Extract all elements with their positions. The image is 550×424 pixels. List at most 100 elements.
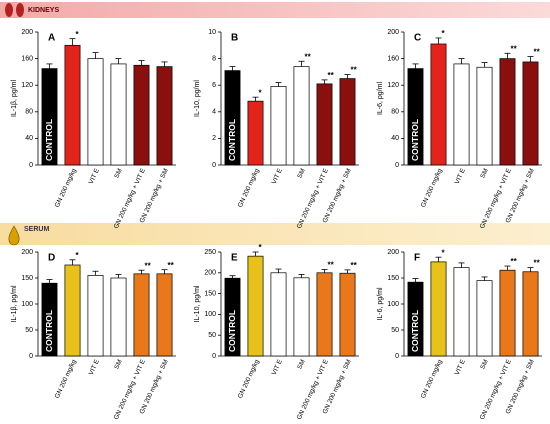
bar [64, 264, 81, 357]
panel-label: B [231, 33, 238, 44]
x-tick-label: SM [479, 168, 489, 180]
x-tick-label: VIT E [88, 358, 101, 376]
bar [87, 58, 104, 166]
y-tick-label: 6 [212, 82, 216, 89]
y-tick-label: 150 [21, 275, 33, 282]
y-tick-label: 0 [395, 353, 399, 360]
significance: ** [351, 66, 358, 75]
bar [110, 277, 127, 357]
significance: ** [168, 261, 175, 270]
y-tick-label: 0 [212, 162, 216, 169]
x-tick-label: GN 200 mg/kg [54, 358, 78, 399]
y-tick-label: 80 [391, 109, 399, 116]
y-tick-label: 200 [387, 29, 399, 36]
significance: * [259, 243, 263, 252]
x-tick-label: VIT E [271, 167, 284, 185]
bar [453, 63, 470, 166]
y-tick-label: 200 [21, 29, 33, 36]
y-tick-label: 100 [21, 301, 33, 308]
significance: ** [511, 257, 518, 266]
bar [270, 272, 287, 357]
bar [430, 43, 447, 166]
bar [133, 64, 150, 166]
control-label: CONTROL [44, 119, 54, 161]
y-tick-label: 200 [387, 249, 399, 256]
bar [476, 280, 493, 357]
y-tick-label: 2 [212, 135, 216, 142]
drop-icon [8, 225, 20, 246]
significance: * [259, 88, 263, 97]
significance: * [442, 29, 446, 38]
bar [293, 66, 310, 166]
control-label: CONTROL [410, 119, 420, 161]
y-tick-label: 80 [25, 109, 33, 116]
x-tick-label: GN 200 mg/kg [237, 167, 261, 208]
bar [453, 267, 470, 357]
bar [316, 272, 333, 357]
y-tick-label: 10 [208, 29, 216, 36]
x-tick-label: SM [113, 359, 123, 371]
bar [87, 275, 104, 357]
bar [339, 272, 356, 357]
y-tick-label: 40 [25, 135, 33, 142]
section-title: KIDNEYS [28, 7, 59, 14]
kidney-icon [5, 3, 13, 17]
bar [64, 44, 81, 166]
y-tick-label: 0 [212, 353, 216, 360]
bar [247, 255, 264, 357]
y-tick-label: 150 [204, 290, 216, 297]
y-tick-label: 150 [387, 275, 399, 282]
bar [499, 269, 516, 357]
y-tick-label: 250 [204, 249, 216, 256]
y-tick-label: 0 [395, 162, 399, 169]
x-tick-label: GN 200 mg/kg [420, 167, 444, 208]
significance: * [76, 30, 80, 39]
x-tick-label: GN 200 mg/kg [54, 167, 78, 208]
x-tick-label: SM [113, 168, 123, 180]
bar [499, 58, 516, 166]
y-tick-label: 120 [21, 82, 33, 89]
bar [156, 66, 173, 166]
x-tick-label: SM [479, 359, 489, 371]
control-label: CONTROL [410, 310, 420, 352]
y-tick-label: 4 [212, 109, 216, 116]
control-label: CONTROL [44, 310, 54, 352]
significance: ** [534, 259, 541, 268]
y-axis-label: IL-6, pg/ml [377, 287, 384, 321]
y-axis-label: IL-10, pg/ml [194, 80, 201, 117]
x-tick-label: GN 200 mg/kg [237, 358, 261, 399]
significance: ** [511, 44, 518, 53]
significance: ** [145, 261, 152, 270]
x-tick-label: SM [296, 168, 306, 180]
y-tick-label: 50 [208, 332, 216, 339]
y-tick-label: 200 [21, 249, 33, 256]
y-tick-label: 100 [204, 311, 216, 318]
kidney-icon [16, 3, 24, 17]
significance: ** [351, 261, 358, 270]
kidneys-band [0, 2, 550, 18]
y-tick-label: 160 [387, 55, 399, 62]
y-axis-label: IL-1β, pg/ml [11, 80, 18, 118]
bar [247, 100, 264, 166]
y-axis-label: IL-1β, pg/ml [11, 285, 18, 323]
panel-label: A [48, 33, 55, 44]
significance: * [76, 251, 80, 260]
bar [133, 273, 150, 357]
significance: ** [328, 261, 335, 270]
bar [522, 61, 539, 166]
y-tick-label: 8 [212, 55, 216, 62]
x-tick-label: VIT E [271, 358, 284, 376]
y-tick-label: 40 [391, 135, 399, 142]
y-axis-label: IL-6, pg/ml [377, 82, 384, 116]
y-tick-label: 50 [25, 327, 33, 334]
y-tick-label: 0 [29, 353, 33, 360]
panel-label: E [231, 253, 238, 264]
bar [110, 63, 127, 166]
control-label: CONTROL [227, 119, 237, 161]
x-tick-label: SM [296, 359, 306, 371]
serum-band [0, 223, 550, 245]
section-title: SERUM [24, 226, 49, 233]
x-tick-label: VIT E [88, 167, 101, 185]
y-tick-label: 50 [391, 327, 399, 334]
